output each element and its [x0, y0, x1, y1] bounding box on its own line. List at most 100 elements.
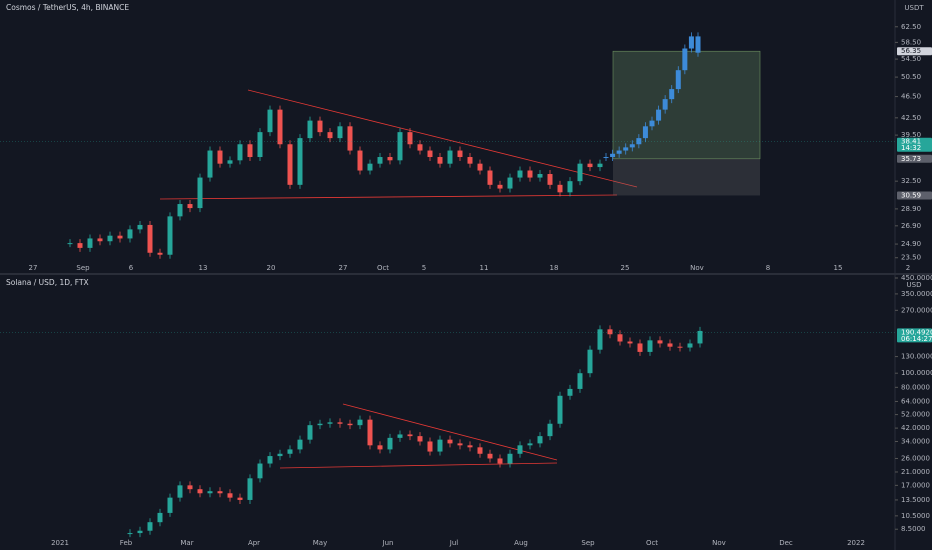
candle: [669, 89, 675, 100]
candle: [297, 138, 303, 185]
candle: [377, 445, 383, 450]
x-tick-label: 18: [550, 264, 559, 272]
candle: [347, 423, 353, 426]
y-tick-label: 24.90: [901, 240, 921, 248]
candle: [537, 174, 543, 178]
candle: [247, 478, 253, 500]
candle: [157, 512, 163, 523]
candle: [557, 184, 563, 193]
x-tick-label: 27: [339, 264, 348, 272]
candle: [327, 422, 333, 424]
price-tag-label: 30.59: [901, 191, 921, 199]
x-tick-label: 13: [199, 264, 208, 272]
y-tick-label: 23.50: [901, 254, 921, 262]
candle: [277, 109, 283, 145]
y-tick-label: 52.0000: [901, 411, 930, 419]
price-tag: [897, 47, 932, 56]
candle: [397, 434, 403, 438]
candle: [636, 138, 642, 145]
candle: [137, 530, 143, 534]
candle: [387, 437, 393, 450]
y-tick-label: 62.50: [901, 23, 921, 31]
candle: [297, 439, 303, 450]
x-tick-label: Nov: [712, 539, 726, 547]
candle: [277, 453, 283, 457]
x-tick-label: 25: [621, 264, 630, 272]
candle: [427, 441, 433, 452]
candle: [117, 235, 123, 239]
countdown: 14:32: [901, 144, 921, 152]
candle: [597, 163, 603, 168]
candle: [327, 132, 333, 139]
candle: [417, 144, 423, 151]
candle: [107, 235, 113, 242]
candle: [337, 422, 343, 424]
candle: [627, 341, 633, 344]
candle: [197, 489, 203, 494]
price-tag-label: 38.41: [901, 138, 921, 146]
x-tick-label: Feb: [120, 539, 133, 547]
price-tag: [897, 191, 932, 200]
candle: [603, 157, 609, 159]
candle: [227, 160, 233, 164]
trendline: [342, 403, 558, 461]
candle: [67, 243, 73, 245]
x-tick-label: 5: [422, 264, 426, 272]
candle: [77, 243, 83, 248]
candle: [649, 120, 655, 127]
candle: [656, 109, 662, 121]
x-tick-label: 6: [129, 264, 134, 272]
candle: [629, 144, 635, 148]
candle: [517, 445, 523, 454]
candle: [507, 177, 513, 189]
candle: [616, 150, 622, 154]
candle: [537, 436, 543, 444]
y-tick-label: 13.5000: [901, 496, 930, 504]
y-tick-label: 54.50: [901, 55, 921, 63]
candle: [457, 443, 463, 446]
candle: [337, 126, 343, 139]
candle: [637, 343, 643, 352]
candle: [287, 449, 293, 454]
candle: [127, 533, 133, 535]
x-tick-label: Sep: [581, 539, 595, 547]
x-tick-label: Mar: [180, 539, 193, 547]
x-tick-label: 15: [834, 264, 843, 272]
loss-zone: [613, 158, 760, 196]
axis-unit: USDT: [904, 4, 924, 12]
candle: [287, 144, 293, 185]
candle: [247, 144, 253, 158]
candle: [497, 184, 503, 189]
candle: [675, 70, 681, 90]
candle: [307, 425, 313, 440]
candle: [557, 395, 563, 424]
candle: [177, 204, 183, 217]
candle: [567, 181, 573, 193]
candle: [447, 150, 453, 164]
price-tag-label: 190.4920: [901, 328, 932, 336]
axis-unit: USD: [907, 281, 922, 289]
x-tick-label: 27: [29, 264, 38, 272]
x-tick-label: Oct: [646, 539, 658, 547]
candle: [610, 153, 616, 158]
candle: [457, 150, 463, 158]
price-tag: [897, 328, 932, 343]
candle: [507, 453, 513, 464]
candle: [257, 463, 263, 479]
price-tag-label: 35.73: [901, 155, 921, 163]
y-tick-label: 8.5000: [901, 525, 926, 533]
candle: [517, 170, 523, 178]
price-tag: [897, 154, 932, 163]
symbol-title: Cosmos / TetherUS, 4h, BINANCE: [6, 3, 129, 12]
candle: [357, 150, 363, 171]
y-tick-label: 39.50: [901, 131, 921, 139]
trendline: [247, 89, 638, 188]
candle: [657, 340, 663, 344]
x-tick-label: 20: [267, 264, 276, 272]
candle: [307, 120, 313, 139]
candle: [187, 485, 193, 490]
x-tick-label: 2022: [847, 539, 865, 547]
y-tick-label: 34.0000: [901, 437, 930, 445]
x-tick-label: Nov: [690, 264, 704, 272]
